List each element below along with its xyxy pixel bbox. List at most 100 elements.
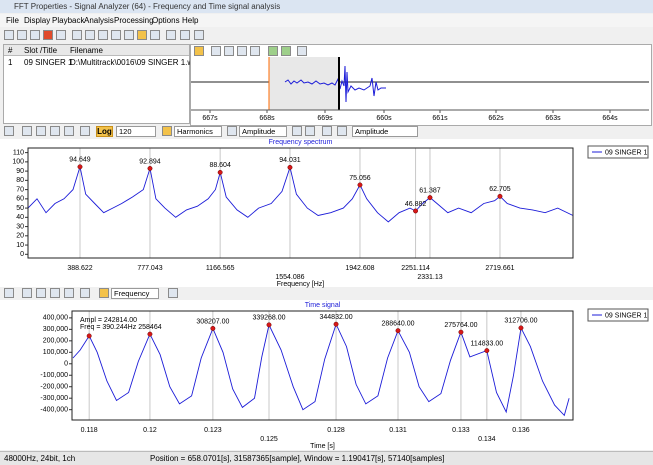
tool-button[interactable] [168,288,178,298]
legend-label: 09 SINGER 1 [605,149,648,156]
tool-button[interactable] [227,126,237,136]
tool-button[interactable] [337,126,347,136]
tool-button[interactable] [194,46,204,56]
tool-button[interactable] [292,126,302,136]
y-tick-label: -100,000 [40,372,68,379]
peak-label: 114833.00 [471,340,504,347]
x-tick-label: 1942.608 [345,265,374,272]
x-tick-label: 2331.13 [417,274,442,281]
y-tick-label: 40 [16,214,24,221]
overview-waveform [284,65,386,103]
tool-button[interactable] [4,30,14,40]
tool-button[interactable] [64,288,74,298]
tool-button[interactable] [111,30,121,40]
menu-item[interactable]: Playback [52,16,85,25]
tool-button[interactable] [50,288,60,298]
tool-button[interactable] [4,288,14,298]
x-tick-label: 0.123 [204,427,222,434]
peak-marker [217,169,223,175]
tool-button[interactable] [36,126,46,136]
level-dropdown[interactable]: 120 [116,126,156,137]
display-dropdown[interactable]: Amplitude [352,126,418,137]
table-cell[interactable]: 09 SINGER 1 [24,58,73,67]
x-tick-label: 0.133 [452,427,470,434]
table-cell[interactable]: 1 [8,58,13,67]
x-tick-label: 388.622 [67,265,92,272]
tool-button[interactable] [72,30,82,40]
chart-title: Frequency spectrum [269,139,333,146]
table-header-cell: Filename [70,46,103,55]
table-header [4,45,189,56]
y-tick-label: 70 [16,186,24,193]
peak-marker [266,322,272,328]
table-header-cell: Slot /Title [24,46,58,55]
menu-item[interactable]: File [6,16,19,25]
tool-button[interactable] [162,126,172,136]
x-axis-label: Time [s] [310,443,335,450]
tool-button[interactable] [64,126,74,136]
tool-button[interactable] [305,126,315,136]
y-tick-label: 100 [12,159,24,166]
x-tick-label: 0.118 [81,427,98,434]
tool-button[interactable] [211,46,221,56]
tool-button[interactable] [22,126,32,136]
tool-button[interactable] [194,30,204,40]
peak-marker [497,193,503,199]
y-tick-label: 60 [16,196,24,203]
tool-button[interactable] [4,126,14,136]
log-toggle[interactable]: Log [96,126,113,137]
tool-button[interactable] [85,30,95,40]
peak-label: 308207.00 [196,318,229,325]
overview-tick-label: 661s [432,115,448,122]
file-table: # Slot /Title Filename 1 09 SINGER 1 D:\… [3,44,202,124]
y-tick-label: 80 [16,177,24,184]
menu-item[interactable]: Analysis [84,16,114,25]
tool-button[interactable] [98,30,108,40]
tool-button[interactable] [224,46,234,56]
tool-button[interactable] [56,30,66,40]
menu-item[interactable]: Display [24,16,51,25]
tool-button[interactable] [124,30,134,40]
tool-button[interactable] [22,288,32,298]
signal-line [72,322,570,417]
tool-button[interactable] [237,46,247,56]
tool-button[interactable] [17,30,27,40]
menu-item[interactable]: Help [182,16,199,25]
tool-button[interactable] [150,30,160,40]
tool-button[interactable] [322,126,332,136]
signal-line [27,165,574,223]
tool-button[interactable] [50,126,60,136]
tool-button[interactable] [297,46,307,56]
overview-tick-label: 668s [259,115,275,122]
mode-dropdown[interactable]: Frequency [111,288,159,299]
tool-button[interactable] [80,126,90,136]
x-tick-label: 2719.661 [485,265,514,272]
tool-button[interactable] [80,288,90,298]
title-bar [0,0,653,13]
tool-button[interactable] [281,46,291,56]
spectrum-toolbar: Log 120 Harmonics Amplitude Amplitude [0,125,653,138]
peak-marker [147,165,153,171]
plot-frame [71,310,574,421]
tool-button[interactable] [166,30,176,40]
tool-button[interactable] [36,288,46,298]
tool-button[interactable] [250,46,260,56]
x-tick-label: 0.131 [389,427,407,434]
tool-button[interactable] [180,30,190,40]
tool-button[interactable] [268,46,278,56]
tool-button[interactable] [30,30,40,40]
y-tick-label: -300,000 [40,395,68,402]
table-cell[interactable]: D:\Multitrack\0016\09 SINGER 1.wav [70,58,202,67]
mode-dropdown[interactable]: Harmonics [174,126,222,137]
window-title: FFT Properties - Signal Analyzer (64) - … [14,2,281,11]
tool-button[interactable] [137,30,147,40]
measure-dropdown[interactable]: Amplitude [239,126,287,137]
menu-item[interactable]: Processing [114,16,154,25]
menu-item[interactable]: Options [152,16,180,25]
peak-label: 339268.00 [252,315,285,322]
peak-label: 288640.00 [381,321,414,328]
tool-button[interactable] [43,30,53,40]
tool-button[interactable] [99,288,109,298]
peak-marker [287,164,293,170]
